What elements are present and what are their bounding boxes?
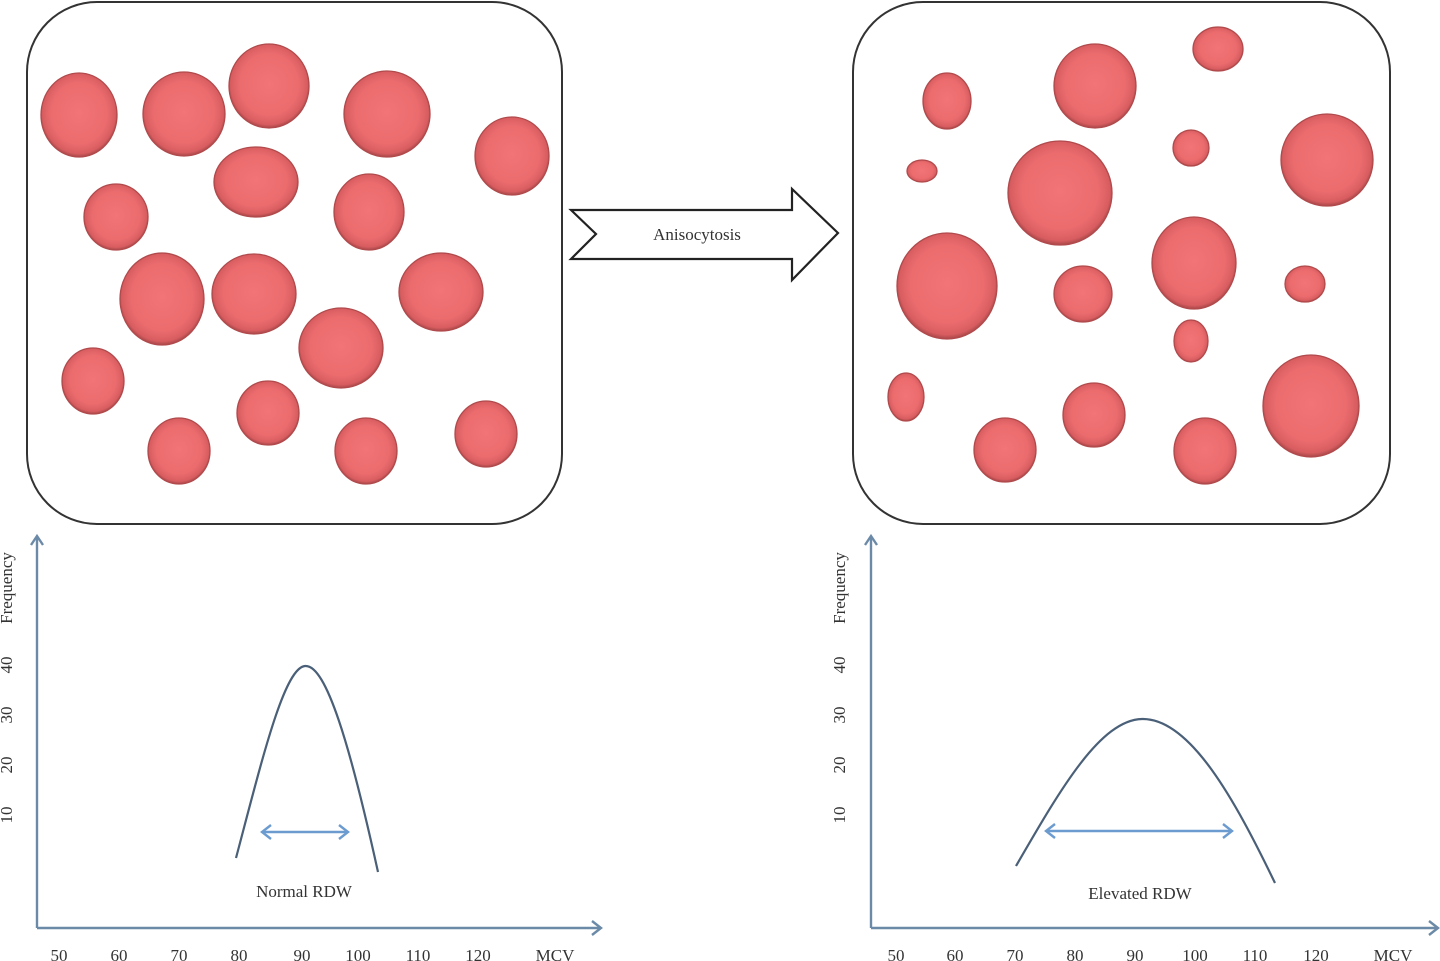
red-blood-cell [1262,354,1360,458]
red-blood-cell [298,307,384,389]
red-blood-cell [343,70,431,158]
red-blood-cell [398,252,484,332]
y-axis-label: Frequency [830,552,849,624]
x-axis-arrowhead-icon [591,920,603,936]
rdw-range-arrow-icon [260,824,350,840]
red-blood-cell [1053,43,1137,129]
x-tick-label: 50 [888,946,905,961]
x-tick-label: 120 [465,946,491,961]
rdw-range-arrow-icon [1044,823,1234,839]
red-blood-cell [119,252,205,346]
red-blood-cell [1172,129,1210,167]
anisocytosis-arrow: Anisocytosis [568,186,840,283]
anisocytosis-cells-panel [852,1,1391,525]
y-axis-arrowhead-icon [864,533,878,546]
normal-cells-group [40,43,550,485]
x-tick-label: 100 [345,946,371,961]
x-tick-label: 70 [1007,946,1024,961]
x-tick-label: 120 [1303,946,1329,961]
red-blood-cell [922,72,972,130]
x-tick-label: 100 [1182,946,1208,961]
red-blood-cell [1062,382,1126,448]
y-tick-label: 20 [830,757,849,774]
red-blood-cell [973,417,1037,483]
y-tick-label: 30 [0,707,16,724]
y-tick-label: 40 [0,657,16,674]
red-blood-cell [1280,113,1374,207]
red-blood-cell [1007,140,1113,246]
red-blood-cell [40,72,118,158]
red-blood-cell [1053,265,1113,323]
y-axis-label: Frequency [0,552,16,624]
red-blood-cell [334,417,398,485]
normal-rdw-label: Normal RDW [256,882,353,901]
x-axis-label: MCV [1374,946,1413,961]
y-tick-labels: 10 20 30 40 [0,657,16,824]
red-blood-cell [213,146,299,218]
x-tick-label: 80 [1067,946,1084,961]
y-axis-arrowhead-icon [30,533,44,546]
x-axis-label: MCV [536,946,575,961]
red-blood-cell [1173,319,1209,363]
x-tick-labels: 50 60 70 80 90 100 110 120 [888,946,1329,961]
red-blood-cell [1173,417,1237,485]
y-tick-label: 10 [0,807,16,824]
x-tick-label: 90 [294,946,311,961]
red-blood-cell [61,347,125,415]
red-blood-cell [236,380,300,446]
red-blood-cell [896,232,998,340]
x-tick-label: 110 [1243,946,1268,961]
normal-rdw-chart: 50 60 70 80 90 100 110 120 MCV 10 20 30 40 Frequen… [0,533,603,961]
y-tick-labels: 10 20 30 40 [830,657,849,824]
y-tick-label: 30 [830,707,849,724]
red-blood-cell [142,71,226,157]
x-tick-label: 90 [1127,946,1144,961]
red-blood-cell [887,372,925,422]
anisocytosis-cells-group [887,26,1374,485]
red-blood-cell [147,417,211,485]
red-blood-cell [1284,265,1326,303]
red-blood-cell [1192,26,1244,72]
x-tick-label: 50 [51,946,68,961]
y-tick-label: 10 [830,807,849,824]
y-tick-label: 40 [830,657,849,674]
red-blood-cell [454,400,518,468]
anisocytosis-label: Anisocytosis [653,225,741,244]
x-tick-label: 110 [406,946,431,961]
red-blood-cell [211,253,297,335]
x-tick-label: 60 [947,946,964,961]
red-blood-cell [228,43,310,129]
red-blood-cell [1151,216,1237,310]
block-arrow-icon [568,186,840,283]
red-blood-cell [474,116,550,196]
red-blood-cell [83,183,149,251]
anisocytosis-cells-frame [852,1,1391,525]
red-blood-cell [333,173,405,251]
x-axis-arrowhead-icon [1428,920,1440,936]
distribution-curve [234,664,380,873]
distribution-curve [1015,717,1276,884]
red-blood-cell [906,159,938,183]
y-tick-label: 20 [0,757,16,774]
x-tick-label: 80 [231,946,248,961]
normal-cells-panel [26,1,563,525]
elevated-rdw-chart: 50 60 70 80 90 100 110 120 MCV 10 20 30 40 Frequen… [830,533,1440,961]
x-tick-labels: 50 60 70 80 90 100 110 120 [51,946,491,961]
x-tick-label: 70 [171,946,188,961]
elevated-rdw-label: Elevated RDW [1088,884,1192,903]
x-tick-label: 60 [111,946,128,961]
